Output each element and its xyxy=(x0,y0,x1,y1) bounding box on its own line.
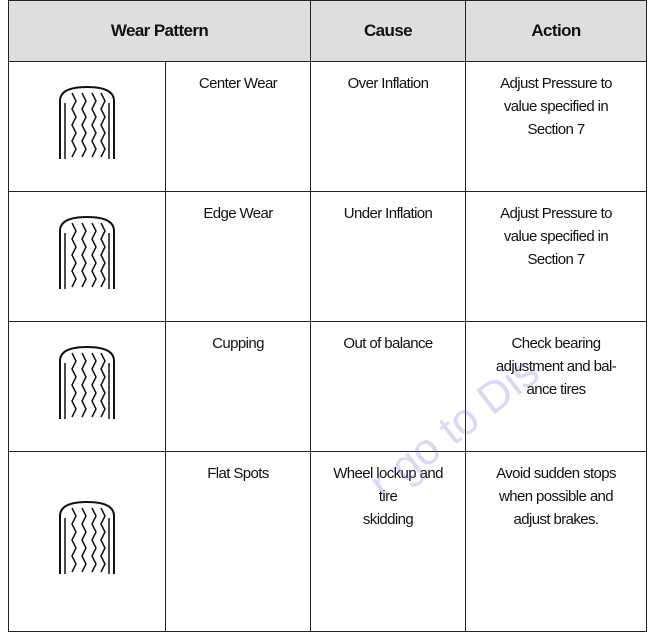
pattern-cell: Cupping xyxy=(164,321,312,452)
action-text: ance tires xyxy=(526,381,586,398)
table-row: Cupping Out of balance Check bearing adjust… xyxy=(8,321,648,452)
tire-icon xyxy=(59,345,115,420)
action-text: Adjust Pressure to xyxy=(500,205,612,222)
action-text: Section 7 xyxy=(527,251,585,268)
action-text: Check bearing xyxy=(511,335,602,352)
pattern-text: Cupping xyxy=(212,335,264,352)
pattern-image-cell xyxy=(8,191,166,322)
pattern-cell: Center Wear xyxy=(164,61,312,192)
header-row: Wear Pattern Cause Action xyxy=(7,0,648,62)
wear-table: Wear Pattern Cause Action Center Wear Ove… xyxy=(7,0,648,632)
action-cell: Avoid sudden stops when possible and adjus… xyxy=(465,451,648,632)
action-text: Section 7 xyxy=(527,121,585,138)
pattern-image-cell xyxy=(8,451,166,632)
action-text: adjustment and bal- xyxy=(495,358,617,375)
cause-cell: Under Inflation xyxy=(310,191,467,322)
pattern-image-cell xyxy=(8,321,166,452)
pattern-image-cell xyxy=(8,61,166,192)
table-row: Edge Wear Under Inflation Adjust Pressure … xyxy=(8,191,648,322)
cause-text: skidding xyxy=(362,511,414,528)
header-cell: Cause xyxy=(310,0,467,62)
tire-icon xyxy=(59,500,115,575)
pattern-text: Center Wear xyxy=(198,75,278,92)
action-text: value specified in xyxy=(503,98,609,115)
pattern-text: Edge Wear xyxy=(203,205,273,222)
action-cell: Check bearing adjustment and bal-ance tir… xyxy=(465,321,648,452)
tire-icon xyxy=(59,215,115,290)
action-cell: Adjust Pressure to value specified in Sect… xyxy=(465,61,648,192)
cause-text: Out of balance xyxy=(343,335,433,352)
action-text: value specified in xyxy=(503,228,609,245)
action-text: Adjust Pressure to xyxy=(500,75,612,92)
cause-text: tire xyxy=(378,488,398,505)
action-text: adjust brakes. xyxy=(513,511,600,528)
cause-cell: Out of balance xyxy=(310,321,467,452)
tire-icon xyxy=(59,85,115,160)
cause-cell: Wheel lockup and tire skidding xyxy=(310,451,467,632)
cause-text: Wheel lockup and xyxy=(333,465,443,482)
pattern-text: Flat Spots xyxy=(207,465,269,482)
header-cell: Action xyxy=(465,0,648,62)
cause-text: Under Inflation xyxy=(343,205,433,222)
pattern-cell: Flat Spots xyxy=(164,451,312,632)
table-body: Center Wear Over Inflation Adjust Pressure… xyxy=(8,61,648,632)
action-text: when possible and xyxy=(498,488,614,505)
pattern-cell: Edge Wear xyxy=(164,191,312,322)
header-cell: Wear Pattern xyxy=(7,0,312,62)
action-cell: Adjust Pressure to value specified in Sect… xyxy=(465,191,648,322)
action-text: Avoid sudden stops xyxy=(496,465,616,482)
cause-text: Over Inflation xyxy=(347,75,429,92)
cause-cell: Over Inflation xyxy=(310,61,467,192)
table-row: Center Wear Over Inflation Adjust Pressure… xyxy=(8,61,648,192)
table-row: Flat Spots Wheel lockup and tire skidding Av… xyxy=(8,451,648,632)
